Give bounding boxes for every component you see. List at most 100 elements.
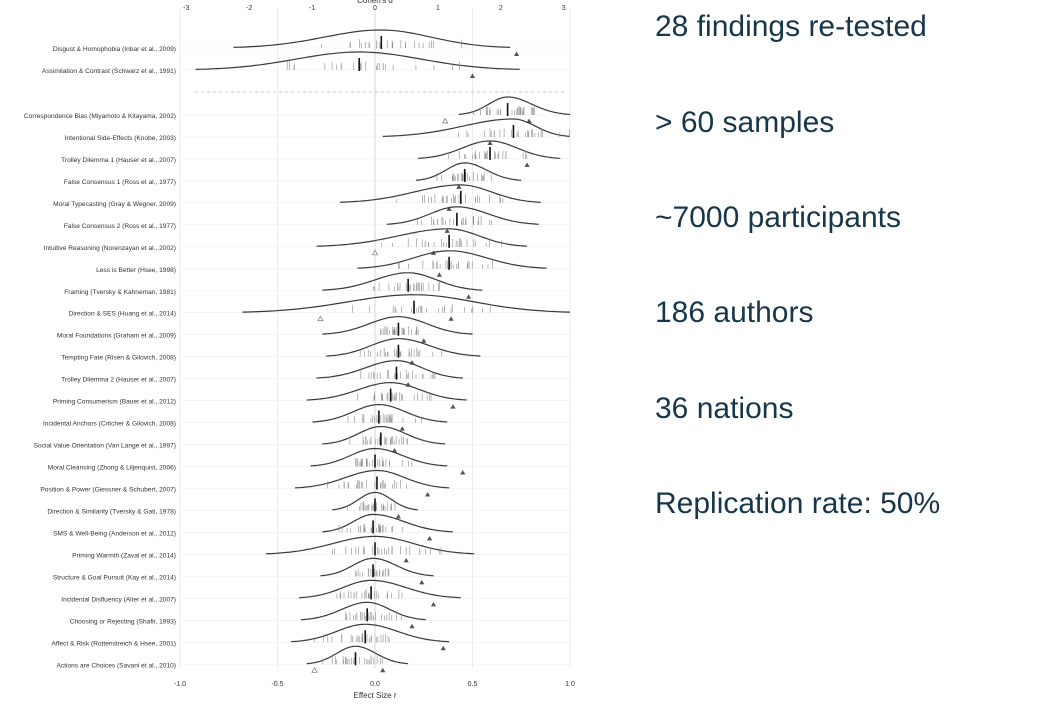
top-tick-label-0: -3 (183, 5, 189, 12)
row-label: Correspondence Bias (Miyamoto & Kitayama… (24, 113, 176, 120)
finding-rows: Disgust & Homophobia (Inbar et al., 2009… (24, 29, 571, 673)
density-curve (300, 601, 426, 621)
original-effect-marker (403, 557, 409, 563)
finding-row-13: Priming Consumerism (Bauer et al., 2012) (53, 382, 570, 409)
density-curve (265, 535, 475, 555)
row-label: SMS & Well-Being (Anderson et al., 2012) (53, 530, 176, 537)
density-curve (306, 645, 409, 665)
row-label: Incidental Anchors (Critcher & Gilovich,… (43, 421, 176, 428)
original-effect-marker (399, 426, 405, 431)
density-curve (322, 426, 446, 445)
finding-row-5: False Consensus 2 (Ross et al., 1977) (64, 206, 570, 233)
finding-row-8: Framing (Tversky & Kahneman, 1981) (64, 272, 570, 299)
finding-row-7: Less is Better (Hsee, 1998) (96, 250, 570, 277)
density-curve (233, 29, 511, 48)
density-curve (458, 96, 571, 115)
finding-row-22: Incidental Disfluency (Alter et al., 200… (61, 579, 570, 607)
density-curve (316, 228, 528, 247)
alternate-effect-marker (441, 117, 449, 124)
row-label: Priming Consumerism (Bauer et al., 2012) (53, 399, 176, 406)
row-label: Framing (Tversky & Kahneman, 1981) (64, 289, 176, 296)
row-label: Moral Typecasting (Gray & Wegner, 2009) (53, 201, 176, 208)
top-row-1: Assimilation & Contrast (Schwarz et al.,… (42, 51, 570, 78)
top-tick-label-1: -2 (246, 5, 252, 12)
original-effect-marker (440, 645, 446, 651)
ridgeline-chart: Cohen's d -3 -2 -1 0 1 2 3 -1.0 -0.5 0.0 0.5 1.0 Effe… (24, 0, 575, 700)
original-effect-marker (456, 184, 462, 189)
finding-row-4: Moral Typecasting (Gray & Wegner, 2009) (53, 184, 570, 211)
density-curve (326, 338, 481, 357)
top-axis-title: Cohen's d (357, 0, 393, 5)
stat-participants: ~7000 participants (655, 201, 902, 234)
original-effect-marker (430, 601, 437, 607)
finding-row-2: Trolley Dilemma 1 (Hauser et al., 2007) (61, 140, 570, 167)
stat-findings: 28 findings re-tested (655, 10, 927, 43)
finding-row-21: Structure & Goal Pursuit (Kay et al., 20… (53, 557, 570, 585)
stat-samples: > 60 samples (655, 106, 835, 139)
row-label: Moral Cleansing (Zhong & Liljenquist, 20… (48, 465, 176, 472)
finding-row-0: Correspondence Bias (Miyamoto & Kitayama… (24, 96, 571, 124)
finding-row-19: SMS & Well-Being (Anderson et al., 2012) (53, 513, 570, 541)
finding-row-3: False Consensus 1 (Ross et al., 1977) (64, 162, 570, 189)
original-effect-marker (448, 316, 454, 321)
finding-row-23: Choosing or Rejecting (Shafir, 1993) (70, 601, 570, 629)
row-label: Trolley Dilemma 2 (Hauser et al., 2007) (61, 377, 176, 384)
density-curve (195, 51, 520, 70)
original-effect-marker (487, 140, 493, 145)
density-curve (316, 359, 463, 379)
original-effect-marker (421, 338, 427, 343)
bottom-axis-title: Effect Size r (354, 691, 397, 700)
original-effect-marker (460, 470, 466, 475)
row-label: Incidental Disfluency (Alter et al., 200… (61, 596, 176, 603)
density-curve (382, 118, 571, 137)
finding-row-11: Tempting Fate (Risen & Gilovich, 2008) (61, 338, 570, 365)
density-curve (322, 316, 473, 335)
bottom-tick-label-1: -0.5 (271, 681, 283, 688)
row-label: Choosing or Rejecting (Shafir, 1993) (70, 618, 176, 625)
original-effect-marker (513, 51, 520, 56)
finding-row-24: Affect & Risk (Rottenstreich & Hsee, 200… (52, 623, 570, 651)
row-label: Direction & Similarity (Tversky & Gati, … (47, 508, 176, 515)
original-effect-marker (419, 579, 425, 585)
original-effect-marker (380, 667, 386, 673)
bottom-tick-label-2: 0.0 (370, 681, 380, 688)
stat-replication-rate: Replication rate: 50% (655, 487, 941, 520)
row-label: Tempting Fate (Risen & Gilovich, 2008) (61, 355, 176, 362)
original-effect-marker (466, 294, 472, 299)
top-tick-label-6: 3 (562, 5, 566, 12)
row-label: Moral Foundations (Graham et al., 2009) (57, 333, 176, 340)
original-effect-marker (409, 623, 415, 629)
row-label: False Consensus 2 (Ross et al., 1977) (64, 223, 176, 230)
finding-row-17: Position & Power (Giessner & Schubert, 2… (40, 469, 570, 497)
density-curve (386, 206, 539, 225)
finding-row-14: Incidental Anchors (Critcher & Gilovich,… (43, 404, 570, 431)
stat-authors: 186 authors (655, 296, 814, 329)
alternate-effect-marker (317, 315, 324, 322)
bottom-tick-label-3: 0.5 (468, 681, 478, 688)
finding-row-1: Intentional Side-Effects (Knobe, 2003) (65, 118, 571, 145)
density-curve (291, 623, 450, 643)
row-label: Affect & Risk (Rottenstreich & Hsee, 200… (52, 640, 176, 647)
density-curve (322, 513, 454, 533)
original-effect-marker (444, 228, 450, 233)
density-curve (310, 447, 448, 467)
density-curve (357, 250, 547, 269)
row-label: Position & Power (Giessner & Schubert, 2… (40, 486, 176, 493)
finding-row-10: Moral Foundations (Graham et al., 2009) (57, 316, 570, 343)
density-curve (312, 404, 448, 423)
finding-row-20: Priming Warmth (Zaval et al., 2014) (72, 535, 570, 563)
bottom-tick-label-0: -1.0 (174, 681, 186, 688)
finding-row-16: Moral Cleansing (Zhong & Liljenquist, 20… (48, 447, 570, 475)
original-effect-marker (524, 162, 530, 167)
original-effect-marker (425, 491, 431, 497)
row-label: Direction & SES (Huang et al., 2014) (69, 311, 176, 318)
density-curve (320, 557, 434, 577)
grid (179, 8, 571, 668)
original-effect-marker (469, 73, 476, 78)
row-label: Priming Warmth (Zaval et al., 2014) (72, 552, 176, 559)
row-label: Disgust & Homophobia (Inbar et al., 2009… (53, 46, 176, 53)
density-curve (415, 162, 522, 181)
finding-row-25: Actions are Choices (Savani et al., 2010… (57, 645, 570, 673)
row-label: Social Value Orientation (Van Lange et a… (34, 443, 176, 450)
stat-nations: 36 nations (655, 392, 794, 425)
